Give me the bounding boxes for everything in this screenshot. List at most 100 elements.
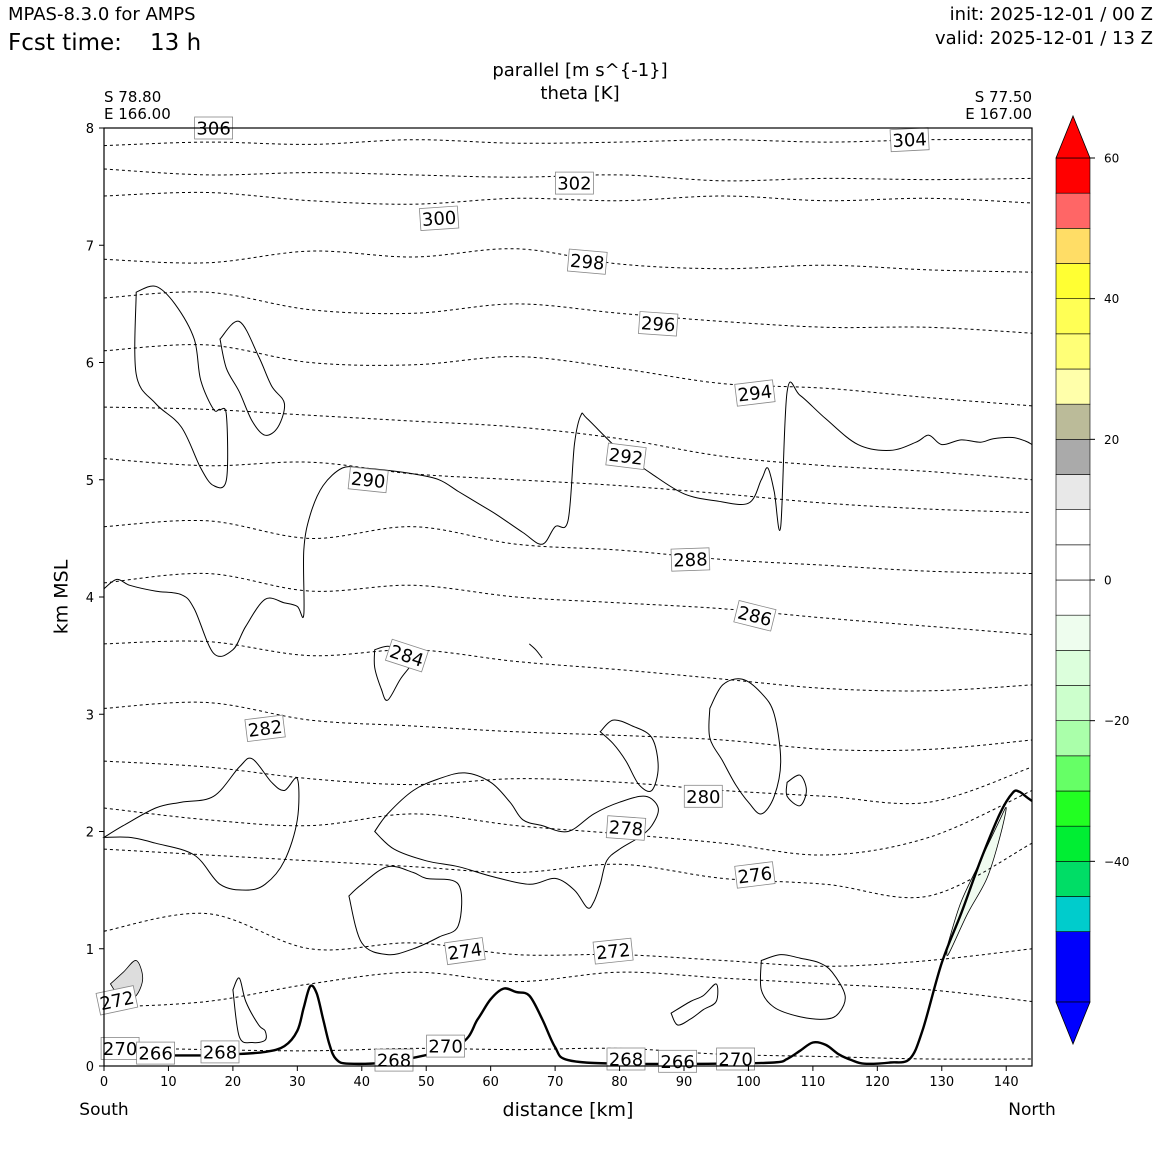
theta-label: 280 xyxy=(683,784,723,808)
wind-contour xyxy=(103,381,1033,657)
colorbar-segment xyxy=(1055,614,1091,651)
theta-contour-296 xyxy=(103,291,1033,334)
wind-contour xyxy=(708,678,782,815)
y-tick-label: 0 xyxy=(86,1060,94,1075)
theta-label-box xyxy=(733,600,777,632)
theta-label-text: 270 xyxy=(428,1037,462,1058)
wind-contour xyxy=(599,719,659,792)
theta-label: 302 xyxy=(555,171,594,195)
theta-label: 270 xyxy=(426,1034,466,1058)
theta-label: 300 xyxy=(418,205,460,232)
theta-contour-282 xyxy=(103,701,1033,752)
theta-label-text: 278 xyxy=(608,817,644,840)
theta-label: 266 xyxy=(136,1041,176,1065)
theta-contour-292 xyxy=(103,406,1033,481)
theta-label-text: 272 xyxy=(595,940,631,964)
theta-contour-294 xyxy=(103,344,1033,407)
theta-contour-272 xyxy=(103,971,1033,1008)
colorbar-segment xyxy=(1055,861,1091,897)
theta-label-box xyxy=(200,1040,240,1064)
theta-label-text: 288 xyxy=(673,549,708,571)
theta-label-box xyxy=(734,379,776,407)
theta-label-text: 268 xyxy=(377,1051,411,1072)
x-tick-label: 20 xyxy=(225,1075,242,1090)
theta-contour-286 xyxy=(103,572,1033,635)
colorbar-tick-label: −20 xyxy=(1104,714,1129,728)
forecast-time-label: Fcst time: xyxy=(8,30,122,56)
theta-label-text: 270 xyxy=(718,1050,752,1071)
theta-label: 270 xyxy=(100,1037,140,1060)
theta-label-box xyxy=(555,171,594,195)
colorbar-segment xyxy=(1055,228,1091,264)
y-tick-label: 6 xyxy=(86,357,94,372)
theta-label: 278 xyxy=(605,815,647,841)
theta-label-box xyxy=(716,1047,755,1071)
theta-contour-298 xyxy=(103,248,1033,273)
theta-label-text: 304 xyxy=(892,129,927,152)
colorbar-segment xyxy=(1055,333,1091,370)
theta-contour-270 xyxy=(103,1046,1033,1060)
theta-label: 286 xyxy=(733,600,777,632)
colorbar-segment xyxy=(1055,403,1091,440)
theta-label-box xyxy=(889,127,930,153)
theta-label-box xyxy=(683,784,723,808)
colorbar-segment xyxy=(1055,650,1091,686)
theta-label: 268 xyxy=(606,1047,646,1071)
wind-contour xyxy=(374,772,659,909)
colorbar-tick-label: 60 xyxy=(1104,152,1119,166)
y-tick-label: 7 xyxy=(86,239,94,254)
theta-label: 292 xyxy=(605,442,647,470)
theta-label: 274 xyxy=(444,937,486,966)
left-endpoint-lat: S 78.80 xyxy=(104,88,162,106)
theta-label-box xyxy=(566,248,608,275)
theta-label-box xyxy=(244,714,286,742)
x-tick-label: 100 xyxy=(736,1075,761,1090)
y-tick-label: 4 xyxy=(86,591,94,606)
colorbar-segment xyxy=(1055,263,1091,299)
theta-label-text: 306 xyxy=(196,119,230,140)
theta-label-text: 274 xyxy=(447,939,484,965)
x-tick-label: 50 xyxy=(418,1075,435,1090)
right-endpoint-lon: E 167.00 xyxy=(965,105,1032,123)
colorbar-segment xyxy=(1055,509,1091,546)
colorbar-segment xyxy=(1055,720,1091,757)
theta-label-text: 294 xyxy=(737,381,774,406)
terrain-profile xyxy=(103,789,1033,1066)
theta-label: 272 xyxy=(592,937,634,965)
theta-label-box xyxy=(444,937,486,966)
colorbar-segment xyxy=(1055,931,1091,1003)
theta-label-box xyxy=(605,442,647,470)
theta-label: 268 xyxy=(374,1048,414,1072)
theta-label-box xyxy=(347,466,389,494)
colorbar-under-arrow xyxy=(1055,1001,1091,1046)
chart-subtitle: theta [K] xyxy=(540,83,620,104)
x-axis-label: distance [km] xyxy=(502,1099,634,1121)
theta-label-box xyxy=(384,638,429,673)
theta-label: 298 xyxy=(566,248,608,275)
theta-label-text: 268 xyxy=(609,1050,643,1071)
theta-contour-284 xyxy=(103,640,1033,692)
theta-label: 282 xyxy=(244,714,286,742)
colorbar-segment xyxy=(1055,439,1091,475)
colorbar-tick-label: 0 xyxy=(1104,574,1112,588)
wind-contour xyxy=(528,643,543,659)
theta-label: 272 xyxy=(95,985,139,1016)
theta-contour-300 xyxy=(103,191,1033,205)
x-tick-label: 10 xyxy=(160,1075,177,1090)
theta-label-text: 266 xyxy=(138,1044,172,1065)
theta-label-text: 292 xyxy=(608,445,645,470)
x-tick-label: 120 xyxy=(865,1075,890,1090)
theta-label: 290 xyxy=(347,466,389,494)
colorbar-segment xyxy=(1055,790,1091,827)
y-tick-label: 2 xyxy=(86,826,94,841)
x-tick-label: 70 xyxy=(547,1075,564,1090)
colorbar-segment xyxy=(1055,368,1091,405)
colorbar-segment xyxy=(1055,685,1091,721)
colorbar-segment xyxy=(1055,192,1091,229)
model-title: MPAS-8.3.0 for AMPS xyxy=(8,4,196,25)
theta-label: 284 xyxy=(384,638,429,673)
theta-label: 294 xyxy=(734,379,776,407)
theta-label-box xyxy=(418,205,460,232)
colorbar-tick-label: −40 xyxy=(1104,855,1129,869)
theta-label-box xyxy=(426,1034,466,1058)
